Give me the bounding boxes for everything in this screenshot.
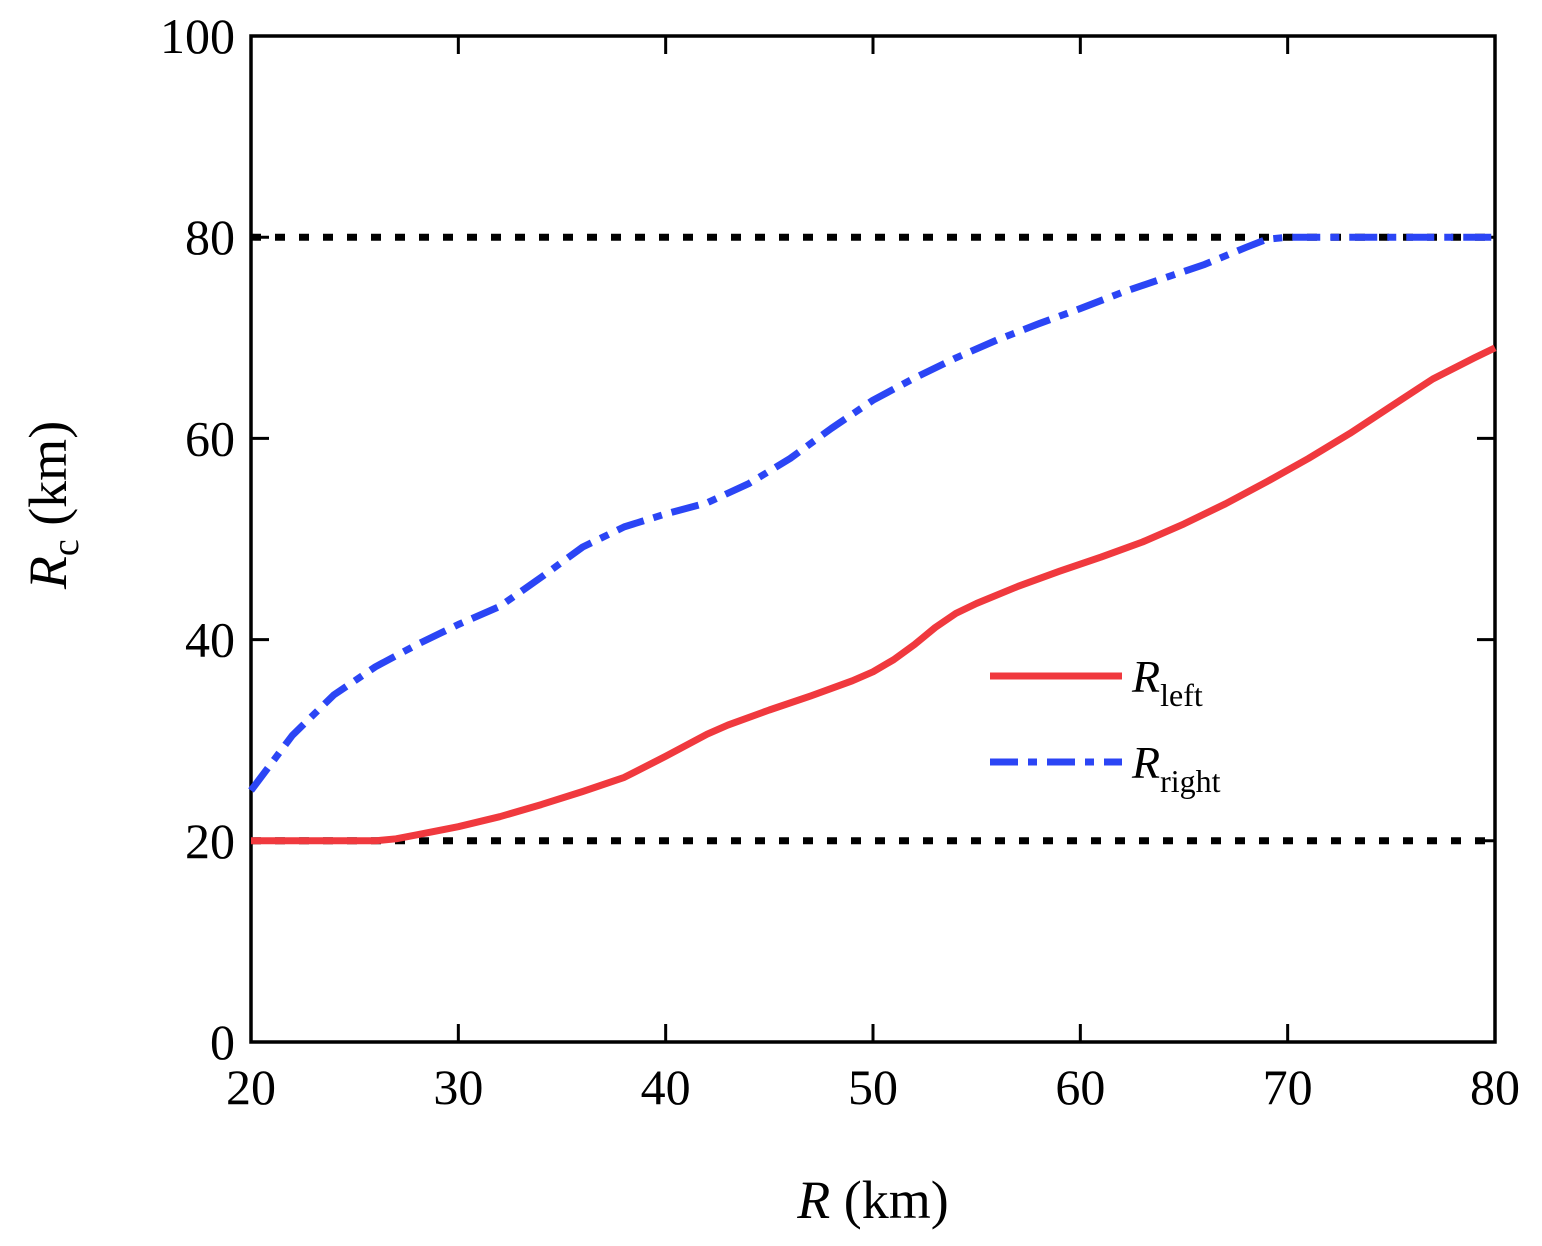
x-tick-label: 70 [1263,1059,1313,1115]
legend-left-var: R [1131,651,1160,702]
plot-area-frame [249,34,1497,1044]
legend-label-left: Rleft [1131,651,1203,713]
x-axis-title: R (km) [796,1170,948,1230]
x-axis-ticks: 20 30 40 50 60 70 80 [226,36,1520,1115]
legend: Rleft Rright [990,651,1221,799]
y-axis-ticks: 0 20 40 60 80 100 [160,8,1495,1070]
legend-label-right: Rright [1131,737,1221,799]
y-axis-var: R [18,556,78,590]
x-tick-label: 40 [641,1059,691,1115]
x-tick-label: 50 [848,1059,898,1115]
x-axis-var: R [796,1170,830,1230]
legend-right-var: R [1131,737,1160,788]
legend-right-sub: right [1160,763,1221,799]
y-tick-label: 60 [185,410,235,466]
y-tick-label: 80 [185,209,235,265]
y-tick-label: 20 [185,813,235,869]
legend-left-sub: left [1160,677,1203,713]
y-axis-sub: c [45,539,87,556]
series-line-R_right [248,233,1495,793]
y-tick-label: 40 [185,612,235,668]
x-axis-unit: (km) [844,1170,949,1230]
x-tick-label: 30 [433,1059,483,1115]
series-layer [248,233,1497,845]
series-line-R_left [251,344,1497,845]
x-tick-label: 80 [1470,1059,1520,1115]
x-tick-label: 60 [1055,1059,1105,1115]
y-axis-title: Rc (km) [18,421,87,590]
y-tick-label: 0 [210,1014,235,1070]
y-tick-label: 100 [160,8,235,64]
y-axis-unit: (km) [18,421,78,526]
x-tick-label: 20 [226,1059,276,1115]
